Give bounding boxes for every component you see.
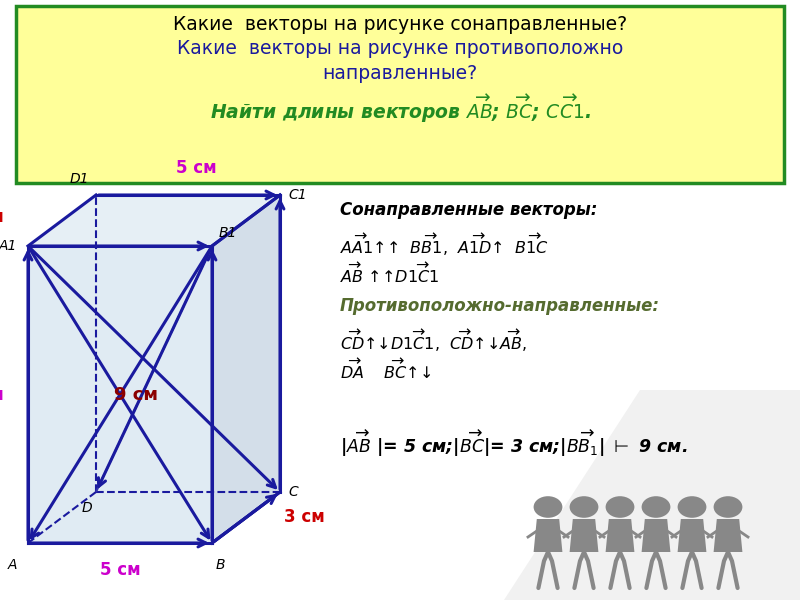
Text: C: C bbox=[288, 485, 298, 499]
Circle shape bbox=[642, 496, 670, 518]
Text: D: D bbox=[82, 501, 92, 515]
Text: D1: D1 bbox=[70, 172, 90, 186]
Polygon shape bbox=[534, 519, 562, 552]
Text: $\overrightarrow{DA}$    $\overrightarrow{BC}$↑↓: $\overrightarrow{DA}$ $\overrightarrow{B… bbox=[340, 357, 431, 382]
Circle shape bbox=[714, 496, 742, 518]
Text: A1: A1 bbox=[0, 239, 18, 253]
Polygon shape bbox=[504, 390, 800, 600]
Text: $\overrightarrow{CD}$↑↓$\overrightarrow{D1C1}$,  $\overrightarrow{CD}$↑↓$\overri: $\overrightarrow{CD}$↑↓$\overrightarrow{… bbox=[340, 327, 527, 353]
Text: Найти длины векторов $\overrightarrow{AB}$; $\overrightarrow{BC}$; $\overrightar: Найти длины векторов $\overrightarrow{AB… bbox=[210, 93, 590, 125]
Text: 9 см: 9 см bbox=[0, 386, 4, 404]
Polygon shape bbox=[212, 195, 280, 543]
Text: $\overrightarrow{AA1}$↑↑  $\overrightarrow{BB1}$,  $\overrightarrow{A1D}$↑  $\ov: $\overrightarrow{AA1}$↑↑ $\overrightarro… bbox=[340, 231, 549, 257]
Text: 3 см: 3 см bbox=[284, 509, 325, 527]
Text: 9 см: 9 см bbox=[114, 386, 158, 404]
Circle shape bbox=[534, 496, 562, 518]
Polygon shape bbox=[570, 519, 598, 552]
Text: Какие  векторы на рисунке сонаправленные?: Какие векторы на рисунке сонаправленные? bbox=[173, 15, 627, 34]
Text: C1: C1 bbox=[288, 188, 306, 202]
Polygon shape bbox=[28, 195, 280, 246]
Text: Сонаправленные векторы:: Сонаправленные векторы: bbox=[340, 201, 598, 219]
Text: направленные?: направленные? bbox=[322, 64, 478, 83]
Circle shape bbox=[570, 496, 598, 518]
Text: 5 см: 5 см bbox=[176, 159, 216, 177]
Polygon shape bbox=[642, 519, 670, 552]
Text: $\overrightarrow{AB}$ ↑↑$\overrightarrow{D1C1}$: $\overrightarrow{AB}$ ↑↑$\overrightarrow… bbox=[340, 261, 439, 286]
Text: 5 см: 5 см bbox=[100, 561, 140, 579]
Circle shape bbox=[678, 496, 706, 518]
Polygon shape bbox=[28, 246, 212, 543]
Bar bbox=[16, 6, 784, 183]
Text: 3 см: 3 см bbox=[0, 208, 4, 226]
Polygon shape bbox=[606, 519, 634, 552]
Text: B1: B1 bbox=[218, 226, 237, 240]
Circle shape bbox=[606, 496, 634, 518]
Text: A: A bbox=[8, 558, 18, 572]
Text: |$\overrightarrow{AB}$ |= 5 см;|$\overrightarrow{BC}$|= 3 см;|$\overrightarrow{B: |$\overrightarrow{AB}$ |= 5 см;|$\overri… bbox=[340, 429, 687, 460]
Text: Какие  векторы на рисунке противоположно: Какие векторы на рисунке противоположно bbox=[177, 39, 623, 58]
Polygon shape bbox=[714, 519, 742, 552]
Polygon shape bbox=[678, 519, 706, 552]
Text: B: B bbox=[216, 558, 226, 572]
Text: Противоположно-направленные:: Противоположно-направленные: bbox=[340, 297, 660, 315]
